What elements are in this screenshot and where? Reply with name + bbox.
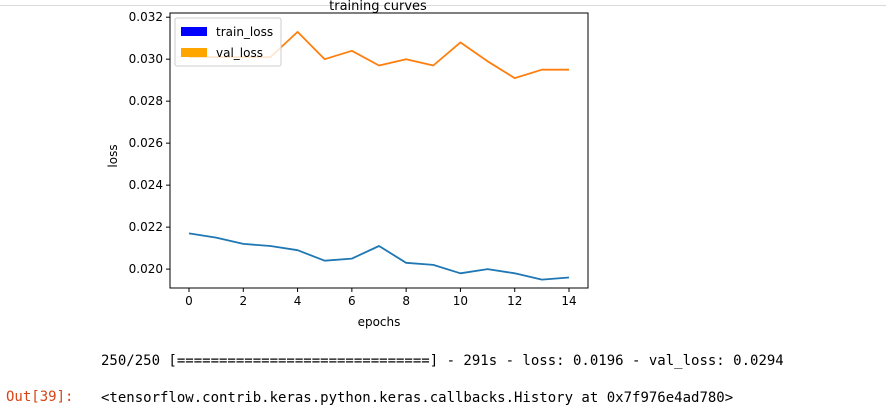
x-tick-label: 6: [348, 294, 356, 308]
legend-swatch-val-loss: [181, 48, 207, 57]
x-tick-label: 14: [561, 294, 576, 308]
y-axis-label: loss: [106, 144, 120, 167]
x-axis-label: epochs: [358, 315, 401, 329]
legend-swatch-train-loss: [181, 27, 207, 36]
legend-label-val-loss: val_loss: [216, 46, 263, 60]
x-tick-label: 2: [239, 294, 247, 308]
y-tick-label: 0.032: [129, 10, 163, 24]
legend-label-train-loss: train_loss: [216, 25, 273, 39]
y-tick-label: 0.022: [129, 220, 163, 234]
x-tick-label: 10: [453, 294, 468, 308]
chart-title: training curves: [329, 0, 427, 14]
output-prompt: Out[39]:: [6, 389, 74, 405]
y-tick-label: 0.030: [129, 52, 163, 66]
legend: train_loss val_loss: [174, 17, 282, 67]
output-result: <tensorflow.contrib.keras.python.keras.c…: [101, 390, 734, 406]
x-tick-label: 0: [185, 294, 193, 308]
y-tick-label: 0.020: [129, 262, 163, 276]
x-tick-label: 4: [294, 294, 302, 308]
x-tick-label: 8: [402, 294, 410, 308]
series-line-train-loss: [188, 232, 570, 281]
training-progress-output: 250/250 [==============================]…: [101, 353, 784, 369]
y-tick-label: 0.026: [129, 136, 163, 150]
training-curves-chart: training curves 0 2 4 6 8 10 12 14 0.0200.0220.…: [106, 0, 589, 329]
cell-top-border: [0, 5, 886, 6]
y-tick-label: 0.024: [129, 178, 163, 192]
x-tick-label: 12: [507, 294, 522, 308]
x-axis-ticks: 0 2 4 6 8 10 12 14: [185, 288, 577, 308]
y-axis-ticks: 0.020 0.022 0.024 0.026 0.028 0.030 0.032: [129, 10, 170, 276]
y-tick-label: 0.028: [129, 94, 163, 108]
plot-frame: [169, 12, 589, 289]
series-lines: [188, 30, 570, 281]
